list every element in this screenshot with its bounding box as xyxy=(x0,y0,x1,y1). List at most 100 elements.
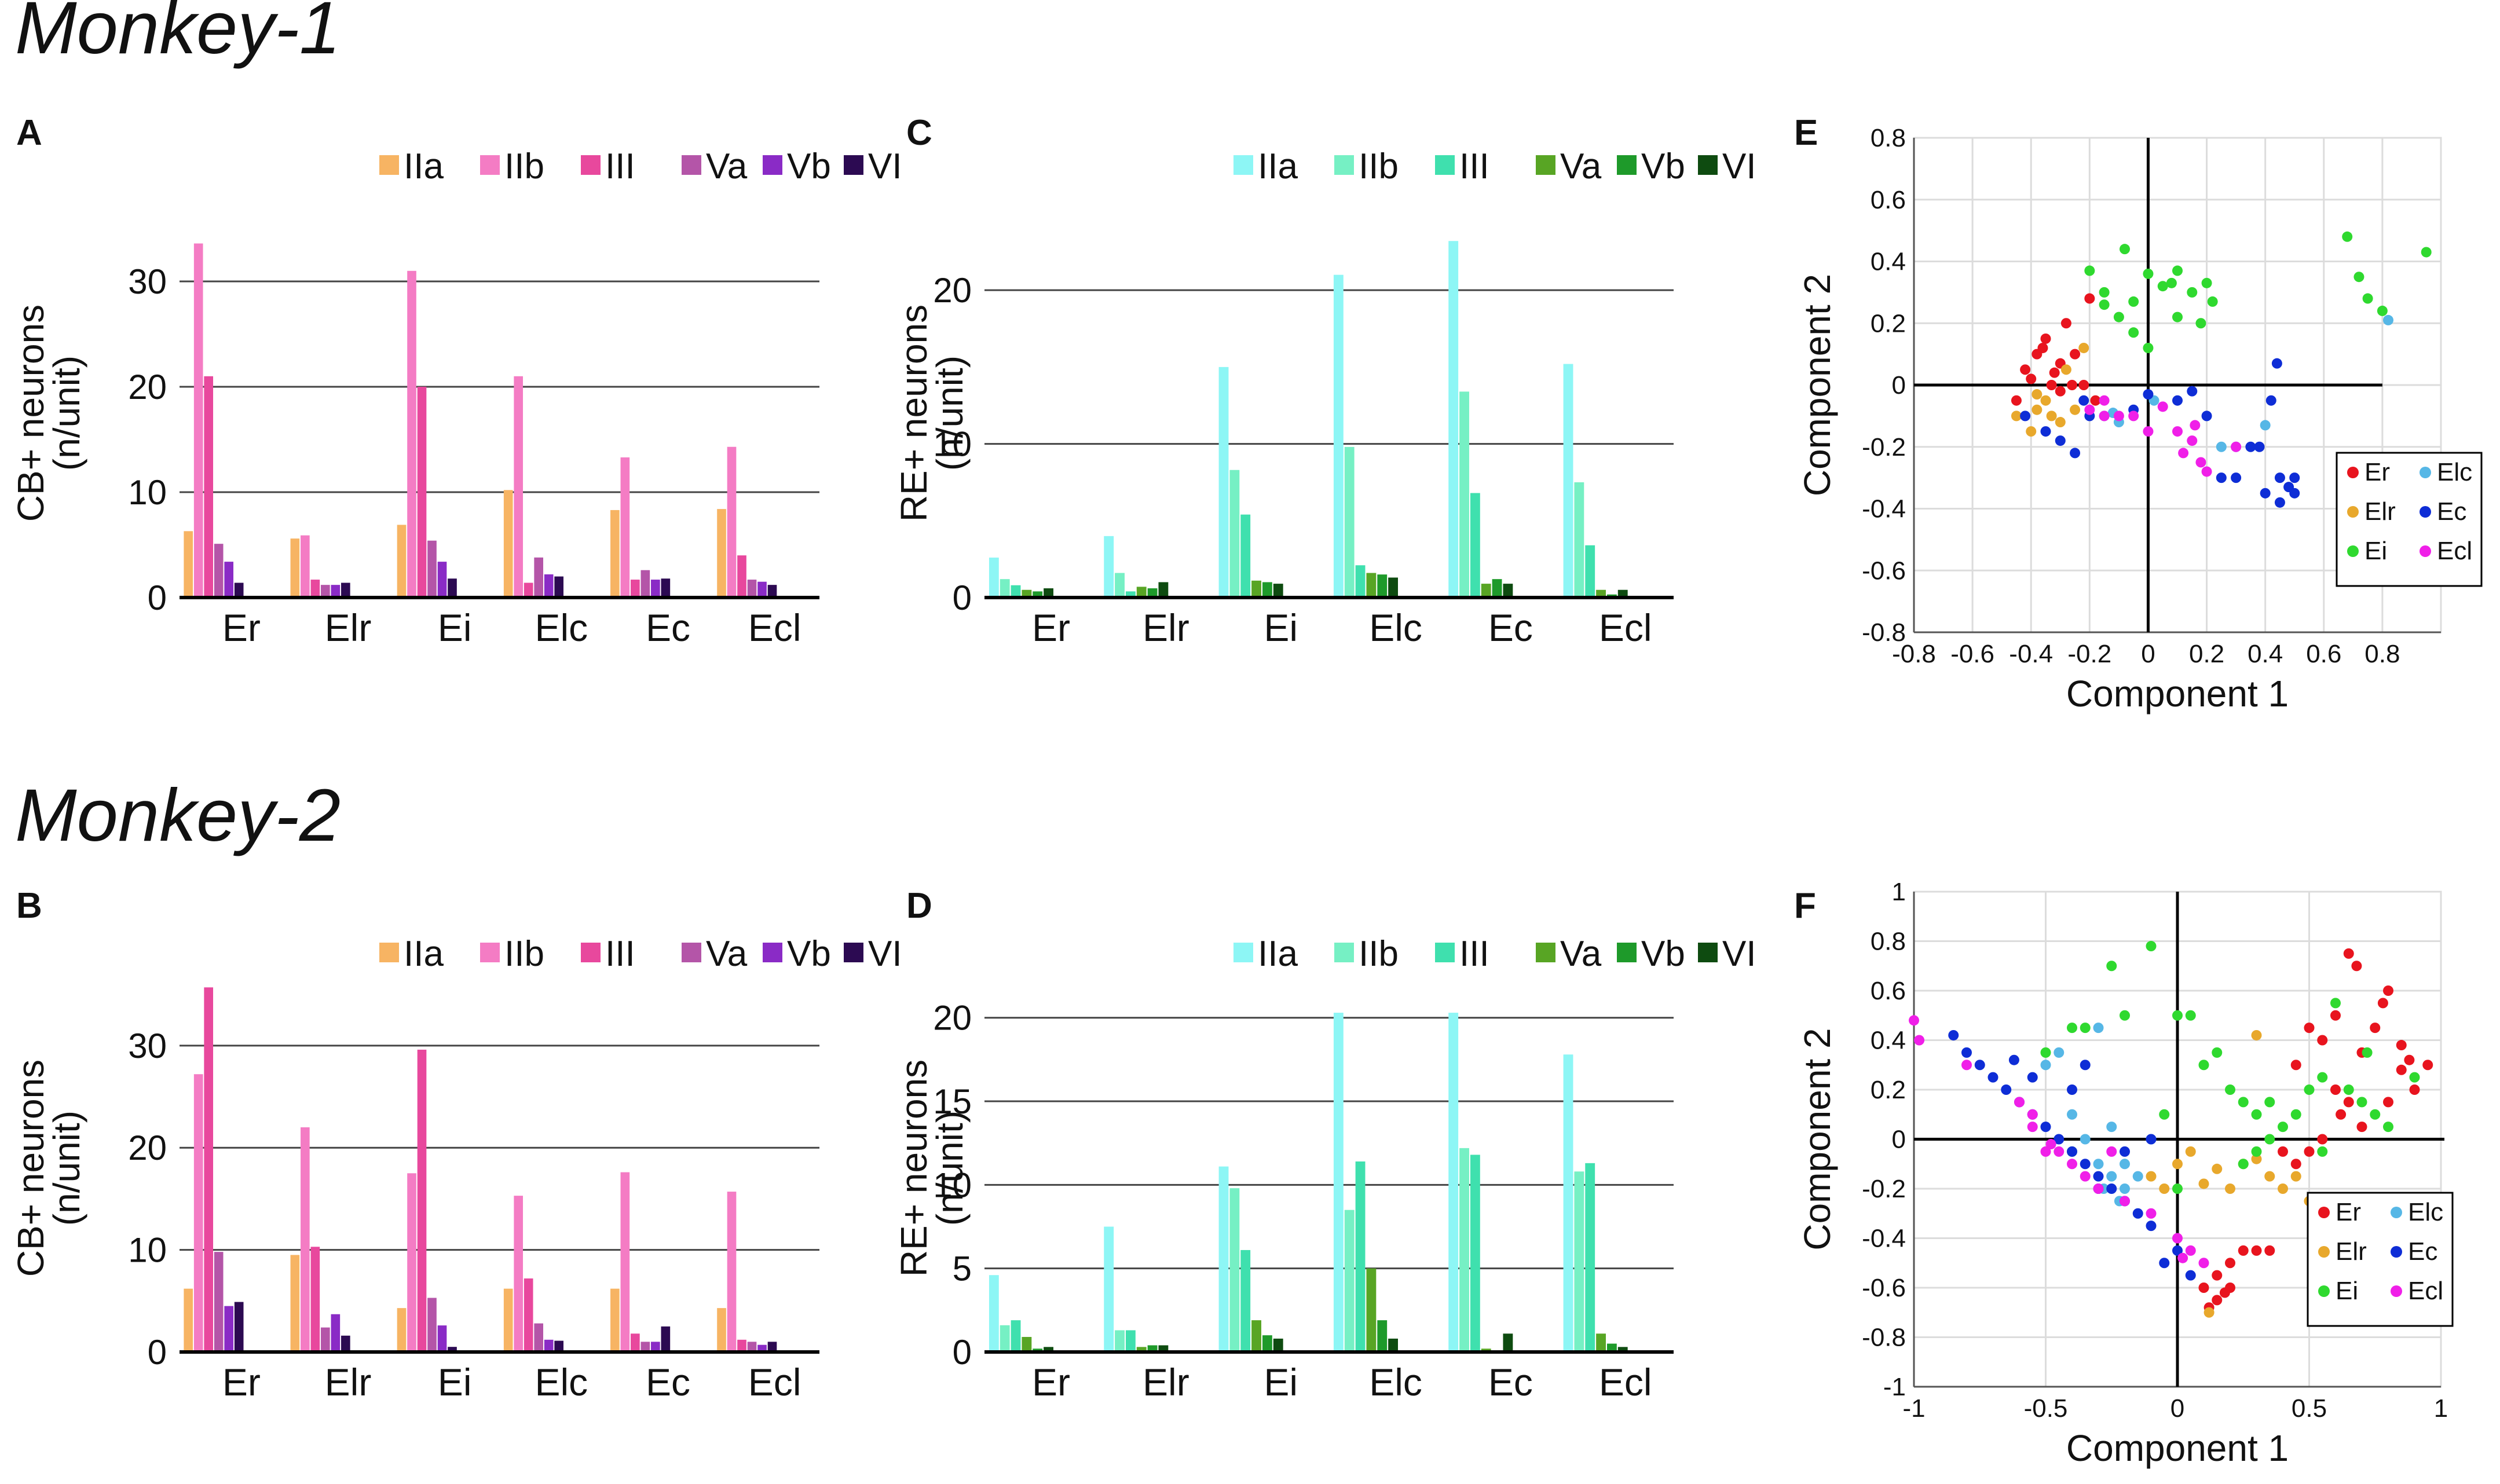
bar-Va-Elc xyxy=(534,1323,544,1352)
legend-swatch-IIb xyxy=(480,155,500,175)
point-Ei xyxy=(2187,287,2198,298)
bar-IIb-Elr xyxy=(301,535,310,598)
point-Ec xyxy=(2143,389,2154,400)
point-Er xyxy=(2351,961,2362,972)
category-label: Ei xyxy=(438,606,472,649)
legend-label-Ei: Ei xyxy=(2364,537,2387,565)
legend-label-Ei: Ei xyxy=(2336,1277,2358,1305)
point-Elc xyxy=(2080,1134,2091,1145)
point-Ei xyxy=(2343,1084,2354,1095)
bar-Va-Ei xyxy=(427,1298,437,1352)
bar-IIa-Elr xyxy=(290,538,300,598)
legend-label-III: III xyxy=(1459,934,1489,974)
legend-label-IIa: IIa xyxy=(1258,146,1298,186)
point-Elr xyxy=(2040,395,2051,406)
legend-label-Vb: Vb xyxy=(1641,146,1685,186)
point-Ei xyxy=(2166,277,2177,288)
legend-label-IIb: IIb xyxy=(504,934,544,974)
y-tick-label: 20 xyxy=(933,271,972,310)
point-Elc xyxy=(2067,1109,2077,1120)
y-axis-label: (n/unit) xyxy=(46,356,87,471)
bar-III-Elc xyxy=(524,1278,533,1352)
point-Er xyxy=(2090,395,2101,406)
y-tick-label: 0 xyxy=(1892,371,1906,400)
point-Er xyxy=(2011,395,2022,406)
point-Ecl xyxy=(2040,1146,2051,1157)
point-Ei xyxy=(2201,277,2212,288)
panel-label-e: E xyxy=(1794,113,1818,153)
category-label: Ec xyxy=(646,606,690,649)
legend-label-Va: Va xyxy=(706,934,748,974)
point-Er xyxy=(2198,1283,2209,1293)
legend-marker-Ei xyxy=(2347,545,2359,557)
point-Ec xyxy=(2159,1258,2170,1269)
y-axis-label: (n/unit) xyxy=(46,1111,87,1226)
point-Er xyxy=(2037,342,2048,353)
point-Er xyxy=(2304,1023,2315,1034)
bar-IIb-Ei xyxy=(407,270,416,598)
bar-IIa-Elc xyxy=(503,1288,513,1352)
point-Ei xyxy=(2290,1109,2301,1120)
panel-label-f: F xyxy=(1794,886,1816,926)
bar-IIa-Elr xyxy=(1104,1226,1114,1352)
point-Er xyxy=(2336,1109,2347,1120)
bar-VI-Er xyxy=(1044,588,1053,598)
y-tick-label: 1 xyxy=(1892,878,1906,906)
x-tick-label: -0.2 xyxy=(2067,640,2111,668)
point-Ec xyxy=(2271,358,2282,369)
point-Ecl xyxy=(2045,1139,2056,1150)
point-Ec xyxy=(2008,1054,2019,1065)
y-axis-label: (n/unit) xyxy=(929,356,971,471)
legend-swatch-IIb xyxy=(1334,943,1354,962)
x-tick-label: -1 xyxy=(1902,1394,1925,1423)
point-Ei xyxy=(2195,318,2206,329)
bar-Va-Ec xyxy=(640,1342,650,1352)
bar-Vb-Er xyxy=(1033,591,1043,598)
legend-label-VI: VI xyxy=(868,934,902,974)
point-Ei xyxy=(2080,1023,2091,1034)
legend-label-VI: VI xyxy=(1722,934,1756,974)
bar-IIb-Elr xyxy=(301,1127,310,1352)
x-tick-label: 0.5 xyxy=(2292,1394,2327,1423)
bar-IIb-Ec xyxy=(1459,1148,1469,1352)
point-Ec xyxy=(1948,1029,1959,1040)
point-Ecl xyxy=(2143,426,2154,437)
point-Elr xyxy=(2251,1029,2262,1040)
point-Er xyxy=(2020,364,2031,375)
bar-IIa-Ei xyxy=(1218,1166,1229,1352)
point-Ec xyxy=(2289,472,2300,483)
bar-VI-Elc xyxy=(1388,1338,1398,1352)
bar-Vb-Elc xyxy=(544,574,554,598)
point-Ec xyxy=(2274,497,2285,508)
x-tick-label: 0.8 xyxy=(2364,640,2400,668)
bar-VI-Ecl xyxy=(767,1342,777,1352)
point-Ei xyxy=(2212,1047,2223,1058)
bar-III-Ec xyxy=(1470,1155,1480,1352)
bar-Vb-Ec xyxy=(651,1342,660,1352)
point-Ec xyxy=(2054,1134,2065,1145)
bar-Vb-Ecl xyxy=(757,581,767,598)
bar-III-Elr xyxy=(310,580,320,598)
y-axis-label: RE+ neurons xyxy=(893,1060,935,1277)
point-Ei xyxy=(2157,281,2168,292)
point-Er xyxy=(2055,386,2066,397)
point-Elr xyxy=(2032,404,2043,415)
point-Elr xyxy=(2203,1307,2215,1318)
legend-swatch-IIa xyxy=(379,155,399,175)
point-Ecl xyxy=(2080,1171,2091,1182)
point-Ec xyxy=(2265,395,2276,406)
bar-IIa-Elc xyxy=(503,490,513,598)
point-Ecl xyxy=(2146,1208,2157,1219)
point-Ec xyxy=(2120,1146,2130,1157)
bar-Va-Elc xyxy=(1366,573,1377,598)
legend-label-VI: VI xyxy=(868,146,902,186)
point-Ecl xyxy=(2099,395,2110,406)
point-Ecl xyxy=(2014,1097,2025,1108)
bar-IIb-Ecl xyxy=(727,1192,737,1352)
point-Er xyxy=(2278,1146,2288,1157)
point-Er xyxy=(2330,1010,2341,1021)
point-Ecl xyxy=(2120,1196,2130,1207)
point-Ec xyxy=(2172,395,2183,406)
point-Ec xyxy=(2201,411,2212,422)
